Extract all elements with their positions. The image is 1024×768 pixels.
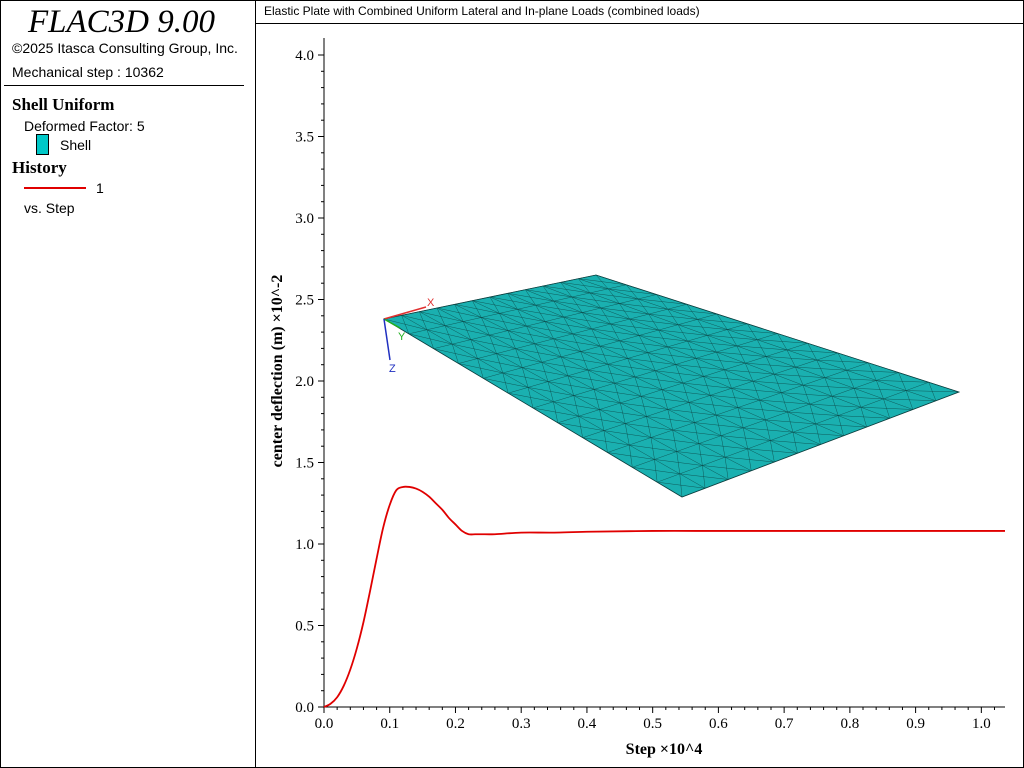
- plot-title-bar: Elastic Plate with Combined Uniform Late…: [256, 0, 1024, 24]
- shell-legend-label: Shell: [60, 137, 92, 153]
- shell-mesh-plot: [382, 274, 961, 498]
- x-tick-label: 0.6: [709, 716, 728, 732]
- y-tick-label: 2.0: [295, 374, 314, 390]
- axis-triad: X Y Z: [383, 297, 435, 375]
- triad-x-label: X: [427, 297, 435, 309]
- triad-x-axis: [383, 306, 427, 320]
- history-section-title: History: [12, 158, 67, 177]
- x-tick-label: 0.2: [446, 716, 465, 732]
- x-tick-label: 0.4: [578, 716, 597, 732]
- x-tick-label: 1.0: [972, 716, 991, 732]
- y-tick-label: 3.5: [295, 130, 314, 146]
- x-tick-label: 0.8: [840, 716, 859, 732]
- sidebar-divider: [4, 85, 244, 86]
- chart-axes: 0.0 0.1 0.2 0.3 0.4 0.5 0.6 0.7 0.8 0.9 1.0 0.0 0.5 1…: [295, 38, 1005, 732]
- x-tick-label: 0.3: [512, 716, 531, 732]
- x-tick-label: 0.7: [775, 716, 794, 732]
- copyright-text: ©2025 Itasca Consulting Group, Inc.: [12, 40, 238, 56]
- x-tick-label: 0.0: [315, 716, 334, 732]
- triad-z-axis: [383, 318, 391, 361]
- shell-mesh-lines: [383, 274, 960, 498]
- y-tick-label: 4.0: [295, 48, 314, 64]
- shell-section-title: Shell Uniform: [12, 95, 115, 114]
- series-line-1: [323, 485, 1005, 708]
- y-tick-label: 2.5: [295, 293, 314, 309]
- app-title: FLAC3D 9.00: [28, 4, 216, 40]
- triad-z-label: Z: [389, 363, 396, 375]
- y-tick-label: 1.0: [295, 537, 314, 553]
- chart-series: [323, 485, 1005, 708]
- shell-legend-swatch: [36, 134, 49, 155]
- y-tick-label: 1.5: [295, 456, 314, 472]
- x-axis-label: Step ×10^4: [626, 741, 703, 758]
- triad-y-label: Y: [398, 331, 406, 343]
- history-legend-label: 1: [96, 180, 104, 196]
- y-axis-label: center deflection (m) ×10^-2: [269, 275, 286, 468]
- plot-title: Elastic Plate with Combined Uniform Late…: [264, 4, 700, 18]
- x-tick-label: 0.9: [906, 716, 925, 732]
- y-tick-label: 3.0: [295, 211, 314, 227]
- x-tick-label: 0.1: [380, 716, 399, 732]
- y-tick-label: 0.5: [295, 619, 314, 635]
- deformed-factor-text: Deformed Factor: 5: [24, 118, 145, 134]
- triad-y-axis: [383, 318, 401, 329]
- history-legend-line: [24, 187, 86, 189]
- legend-sidebar: FLAC3D 9.00 ©2025 Itasca Consulting Grou…: [0, 0, 256, 768]
- mechanical-step-text: Mechanical step : 10362: [12, 64, 164, 80]
- y-tick-label: 0.0: [295, 700, 314, 716]
- history-vs-label: vs. Step: [24, 200, 75, 216]
- x-tick-label: 0.5: [643, 716, 662, 732]
